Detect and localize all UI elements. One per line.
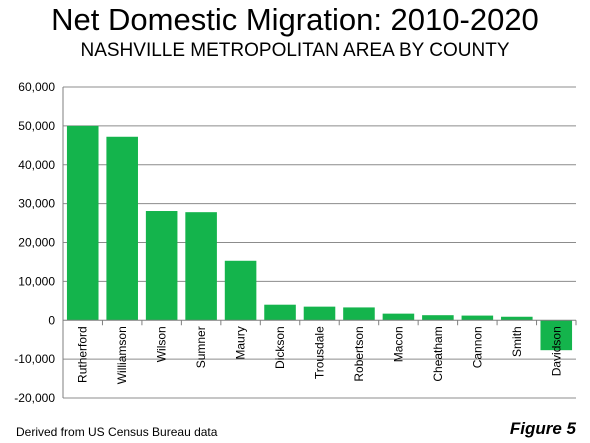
bar bbox=[382, 313, 415, 321]
axes bbox=[62, 87, 577, 398]
bar bbox=[540, 320, 573, 351]
figure-label: Figure 5 bbox=[509, 419, 576, 438]
x-tick-label: Smith bbox=[510, 326, 524, 357]
chart-subtitle: NASHVILLE METROPOLITAN AREA BY COUNTY bbox=[80, 40, 510, 61]
y-tick-label: 40,000 bbox=[18, 158, 55, 172]
x-tick-label: Trousdale bbox=[313, 326, 327, 379]
y-tick-label: -10,000 bbox=[14, 352, 55, 366]
chart-title: Net Domestic Migration: 2010-2020 bbox=[51, 2, 539, 37]
bar bbox=[264, 304, 296, 321]
x-tick-label: Davidson bbox=[549, 326, 563, 376]
x-axis-tick-labels: Rutherford Williamson Wilson Sumner Maury Dic… bbox=[76, 326, 564, 384]
y-tick-label: 10,000 bbox=[18, 274, 55, 288]
bar bbox=[145, 211, 178, 321]
bar bbox=[422, 315, 454, 321]
x-tick-label: Sumner bbox=[194, 326, 208, 368]
bar bbox=[343, 307, 375, 321]
x-tick-label: Williamson bbox=[115, 326, 129, 384]
x-tick-label: Cannon bbox=[470, 326, 484, 368]
y-tick-label: 30,000 bbox=[18, 197, 55, 211]
x-tick-label: Dickson bbox=[273, 326, 287, 369]
y-tick-label: -20,000 bbox=[14, 391, 55, 405]
x-tick-label: Rutherford bbox=[76, 326, 90, 383]
bars bbox=[66, 125, 573, 351]
x-tick-label: Macon bbox=[391, 326, 405, 362]
y-tick-label: 0 bbox=[48, 313, 55, 327]
gridlines bbox=[63, 86, 576, 399]
bar bbox=[461, 315, 494, 321]
x-tick-label: Robertson bbox=[352, 326, 366, 381]
x-tick-label: Cheatham bbox=[431, 326, 445, 381]
y-axis-tick-labels: -20,000 -10,000 0 10,000 20,000 30,000 40,000 5… bbox=[14, 80, 55, 405]
y-tick-label: 50,000 bbox=[18, 119, 55, 133]
bar bbox=[501, 316, 533, 321]
x-tick-label: Maury bbox=[234, 326, 248, 359]
bar bbox=[66, 125, 99, 321]
source-note: Derived from US Census Bureau data bbox=[16, 425, 218, 439]
bar bbox=[224, 260, 257, 321]
bar bbox=[185, 212, 217, 321]
bar bbox=[303, 306, 336, 321]
x-tick-label: Wilson bbox=[155, 326, 169, 362]
bar bbox=[106, 136, 138, 321]
y-tick-label: 60,000 bbox=[18, 80, 55, 94]
y-tick-label: 20,000 bbox=[18, 236, 55, 250]
